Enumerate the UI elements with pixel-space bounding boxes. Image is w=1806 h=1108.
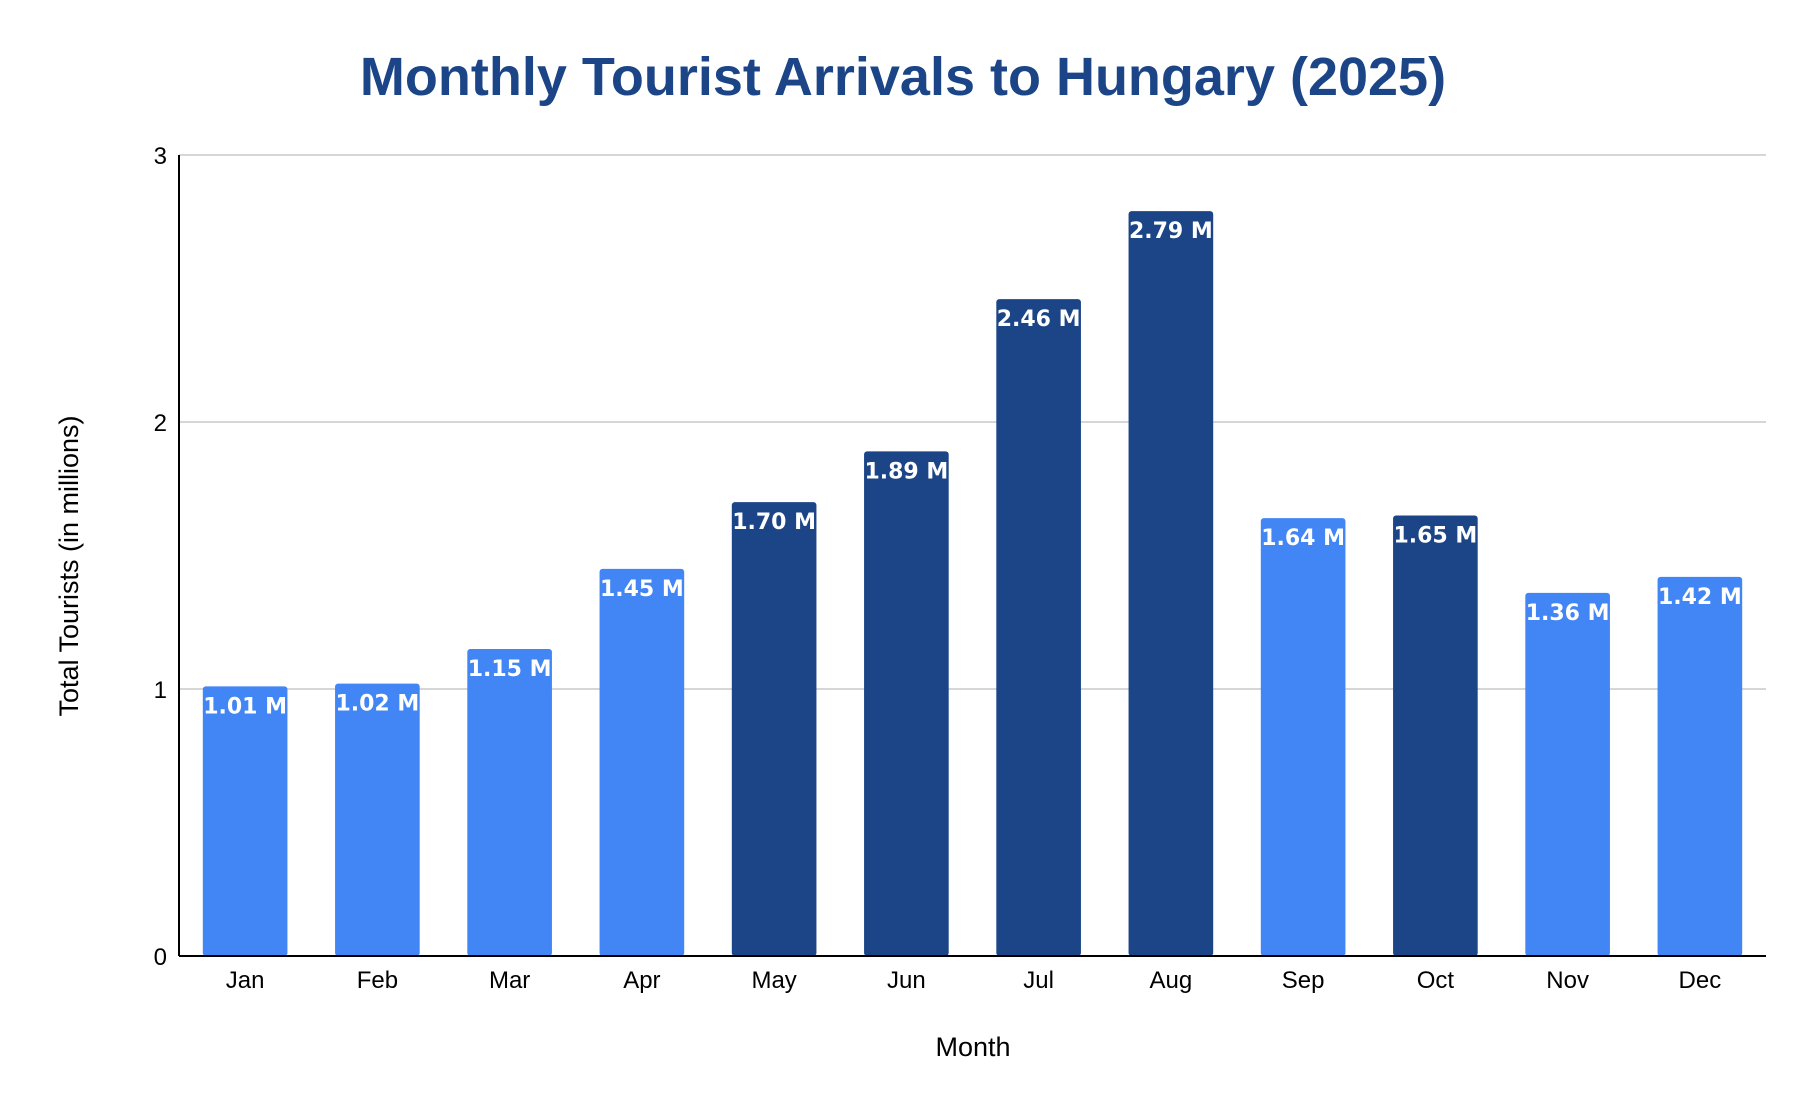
- bar: [1128, 211, 1214, 956]
- y-tick-label: 1: [154, 677, 167, 704]
- bar: [864, 451, 949, 956]
- bar-data-label: 1.64 M: [1261, 526, 1345, 551]
- bar: [1393, 515, 1478, 956]
- x-tick-label: Feb: [357, 967, 398, 994]
- bar: [731, 502, 817, 956]
- x-tick-label: Aug: [1150, 967, 1193, 994]
- x-tick-label: Nov: [1546, 967, 1589, 994]
- bar: [467, 648, 552, 956]
- x-tick-label: Mar: [489, 967, 530, 994]
- x-tick-label: Apr: [623, 967, 660, 994]
- bar-data-label: 2.46 M: [997, 307, 1081, 332]
- chart-title: Monthly Tourist Arrivals to Hungary (202…: [360, 47, 1446, 107]
- x-tick-label: Jan: [226, 967, 265, 994]
- y-tick-labels: 0 1 2 3: [154, 143, 167, 971]
- bar-data-label: 2.79 M: [1129, 219, 1213, 244]
- bar-data-labels: 1.01 M 1.02 M 1.15 M 1.45 M 1.70 M 1.89 M 2.46…: [203, 219, 1742, 719]
- axes: [178, 155, 1766, 957]
- y-tick-label: 0: [154, 944, 167, 971]
- gridlines: [179, 154, 1766, 690]
- bar-data-label: 1.01 M: [203, 694, 287, 719]
- bars: [202, 211, 1743, 956]
- bar: [599, 568, 685, 956]
- x-tick-label: Oct: [1417, 967, 1455, 994]
- y-tick-label: 2: [154, 410, 167, 437]
- bar-data-label: 1.15 M: [468, 657, 552, 682]
- bar-data-label: 1.02 M: [335, 692, 419, 717]
- bar-data-label: 1.45 M: [600, 577, 684, 602]
- bar-data-label: 1.89 M: [864, 459, 948, 484]
- y-axis-label: Total Tourists (in millions): [54, 415, 84, 716]
- x-tick-labels: Jan Feb Mar Apr May Jun Jul Aug Sep Oct Nov Dec: [226, 967, 1721, 994]
- bar: [1657, 576, 1743, 956]
- bar-data-label: 1.70 M: [732, 510, 816, 535]
- x-tick-label: Jul: [1023, 967, 1054, 994]
- y-tick-label: 3: [154, 143, 167, 170]
- bar-data-label: 1.36 M: [1526, 601, 1610, 626]
- x-tick-label: May: [751, 967, 796, 994]
- x-axis-label: Month: [935, 1032, 1010, 1062]
- x-tick-label: Sep: [1282, 967, 1325, 994]
- bar-data-label: 1.65 M: [1393, 523, 1477, 548]
- bar: [202, 686, 288, 956]
- bar: [996, 299, 1081, 956]
- bar-data-label: 1.42 M: [1658, 585, 1742, 610]
- x-tick-label: Dec: [1679, 967, 1722, 994]
- bar: [1525, 592, 1610, 956]
- bar: [335, 683, 420, 956]
- x-tick-label: Jun: [887, 967, 926, 994]
- bar: [1260, 518, 1346, 956]
